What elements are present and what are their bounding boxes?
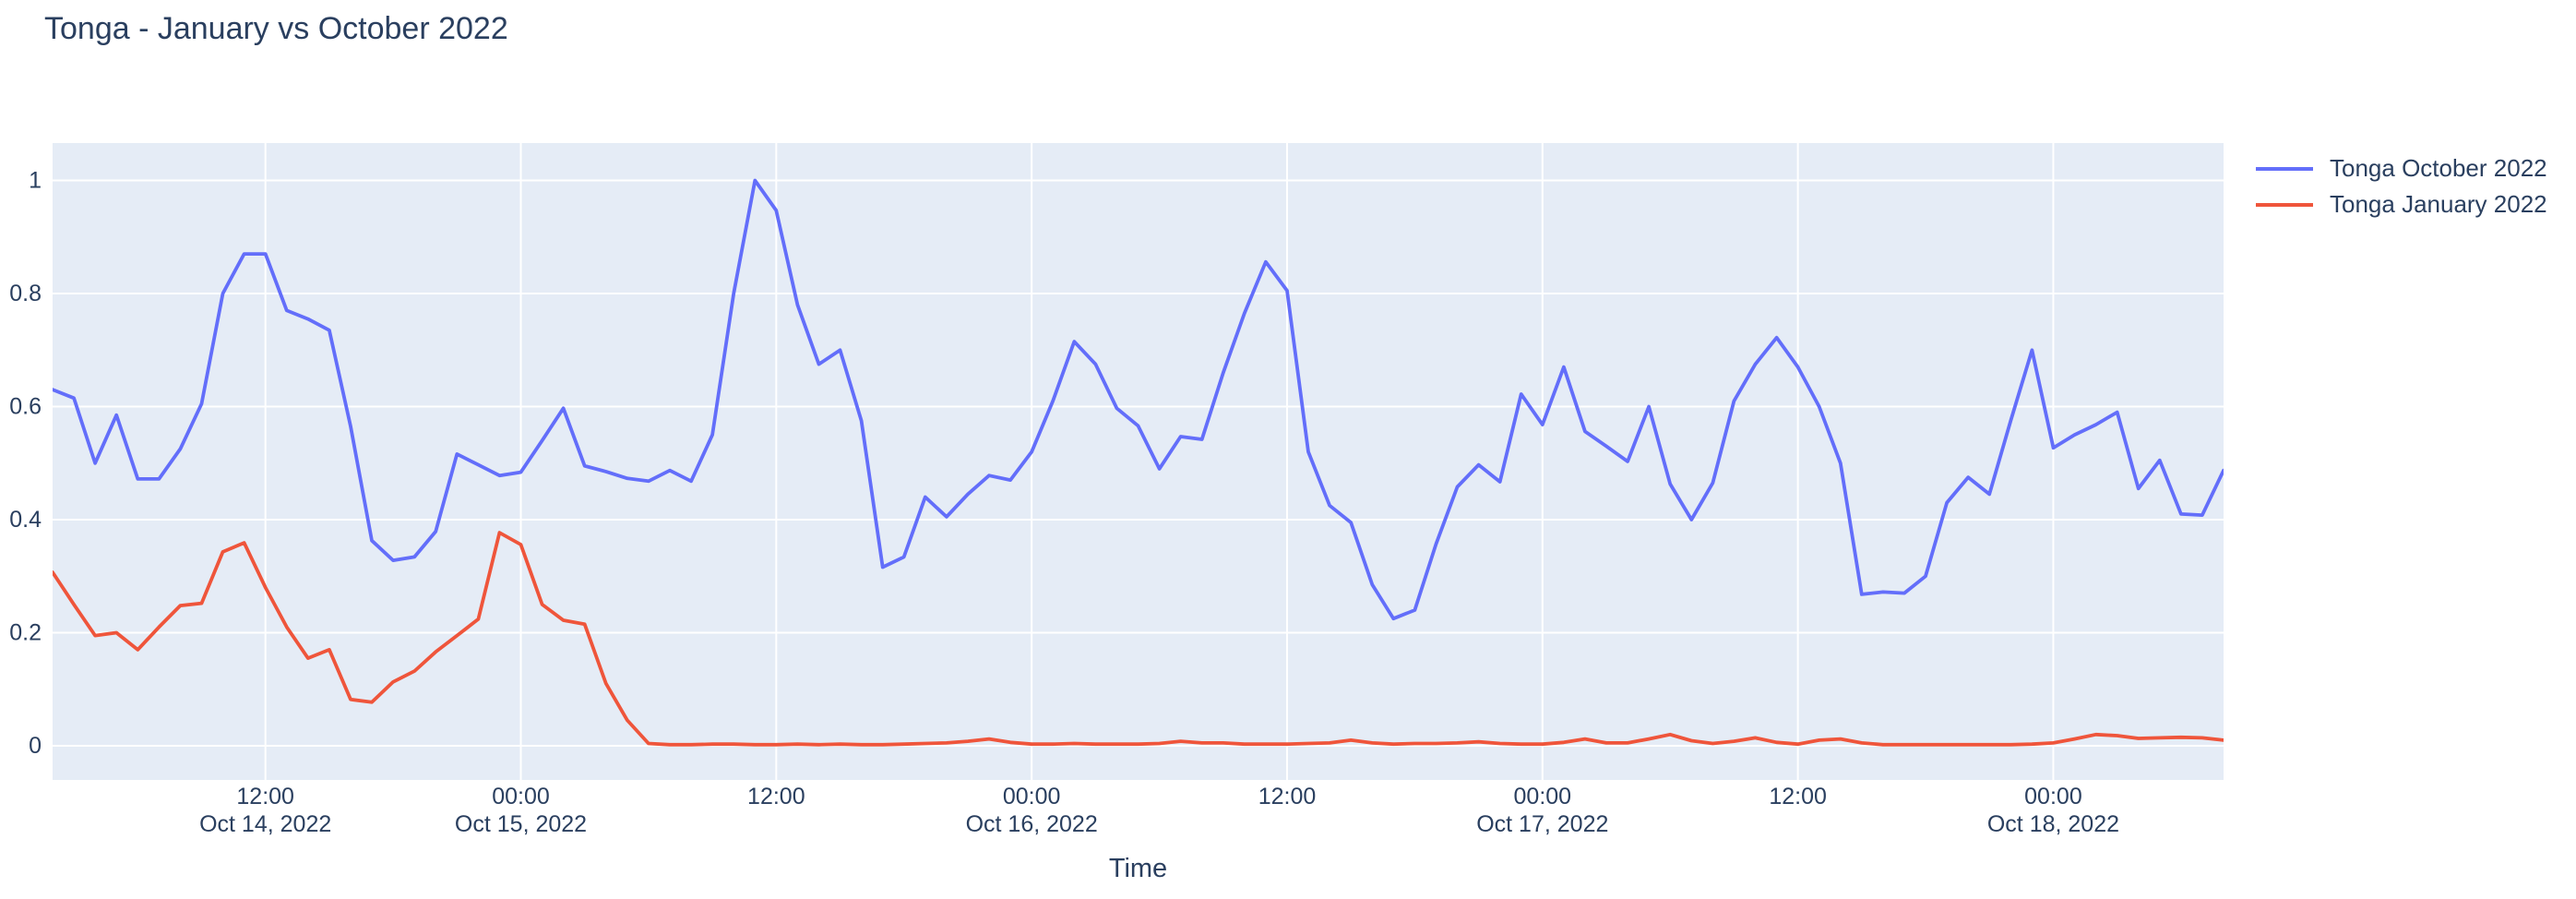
x-tick-time-label: 12:00 bbox=[747, 784, 805, 809]
y-tick-label: 0 bbox=[29, 733, 42, 759]
x-tick-date-label: Oct 16, 2022 bbox=[966, 811, 1098, 837]
legend: Tonga October 2022 Tonga January 2022 bbox=[2256, 150, 2547, 222]
legend-line-swatch bbox=[2256, 202, 2313, 207]
legend-line-swatch bbox=[2256, 166, 2313, 171]
x-tick-time-label: 00:00 bbox=[1003, 784, 1061, 809]
chart-title: Tonga - January vs October 2022 bbox=[44, 11, 508, 46]
legend-item-tonga-october-2022[interactable]: Tonga October 2022 bbox=[2256, 150, 2547, 186]
series-line-tonga-october-2022[interactable] bbox=[53, 178, 2224, 621]
y-tick-label: 0.6 bbox=[9, 394, 42, 420]
series-line-tonga-january-2022[interactable] bbox=[53, 531, 2224, 747]
x-tick-time-label: 12:00 bbox=[1769, 784, 1827, 809]
x-tick-date-label: Oct 15, 2022 bbox=[455, 811, 587, 837]
y-tick-label: 0.4 bbox=[9, 507, 42, 533]
x-tick-date-label: Oct 14, 2022 bbox=[199, 811, 331, 837]
y-tick-label: 1 bbox=[29, 168, 42, 194]
y-tick-label: 0.8 bbox=[9, 281, 42, 306]
y-tick-label: 0.2 bbox=[9, 620, 42, 646]
x-tick-time-label: 00:00 bbox=[1514, 784, 1572, 809]
x-tick-time-label: 00:00 bbox=[2024, 784, 2082, 809]
plot-background[interactable] bbox=[53, 143, 2224, 780]
x-tick-date-label: Oct 17, 2022 bbox=[1476, 811, 1608, 837]
x-tick-time-label: 00:00 bbox=[492, 784, 550, 809]
x-tick-time-label: 12:00 bbox=[1258, 784, 1317, 809]
x-tick-time-label: 12:00 bbox=[236, 784, 294, 809]
legend-label: Tonga October 2022 bbox=[2330, 154, 2547, 182]
legend-item-tonga-january-2022[interactable]: Tonga January 2022 bbox=[2256, 186, 2547, 222]
x-tick-date-label: Oct 18, 2022 bbox=[1987, 811, 2119, 837]
legend-label: Tonga January 2022 bbox=[2330, 190, 2547, 218]
x-axis-title: Time bbox=[1109, 854, 1167, 883]
